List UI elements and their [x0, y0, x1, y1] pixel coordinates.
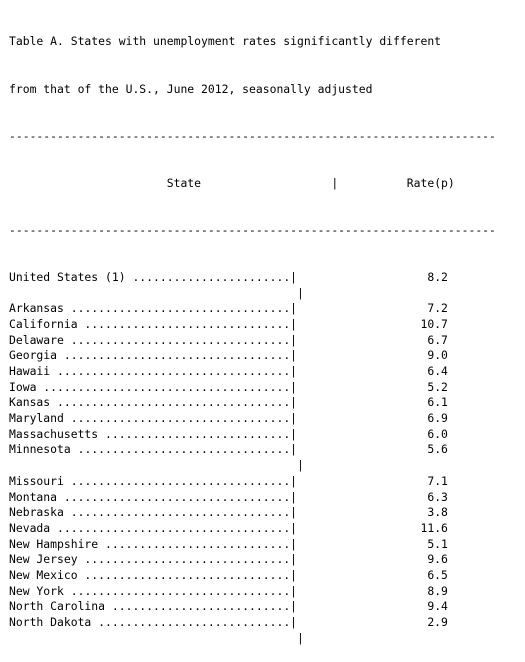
- state-name: New York: [9, 583, 64, 598]
- rate-value: 9.6: [427, 552, 448, 567]
- state-name: New Jersey: [9, 552, 78, 567]
- state-name: New Hampshire: [9, 536, 99, 551]
- state-name: New Mexico: [9, 567, 78, 582]
- rate-value: 11.6: [420, 520, 448, 535]
- table-title-line-2: from that of the U.S., June 2012, season…: [9, 81, 373, 96]
- state-name: California: [9, 316, 78, 331]
- blank-row: |: [9, 285, 304, 300]
- dot-leader: ..............................|: [77, 316, 421, 331]
- table-row: North Carolina .........................…: [9, 599, 496, 615]
- rate-value: 6.7: [427, 332, 448, 347]
- dot-leader: ..................................|: [50, 364, 428, 378]
- state-name: Nevada: [9, 520, 51, 535]
- rate-value: 9.4: [427, 599, 448, 614]
- rate-value: 6.0: [427, 426, 448, 441]
- header-rule: ----------------------------------------…: [9, 222, 496, 237]
- rate-value: 5.2: [427, 379, 448, 394]
- rate-value: 6.9: [427, 411, 448, 426]
- table-row: New York ...............................…: [9, 584, 496, 600]
- table-title-line-1: Table A. States with unemployment rates …: [9, 34, 442, 49]
- table-row: Maryland ...............................…: [9, 411, 496, 427]
- state-name: Georgia: [9, 348, 58, 363]
- state-name: Hawaii: [9, 364, 51, 378]
- state-name: Massachusetts: [9, 426, 99, 441]
- state-name: United States (1): [9, 269, 126, 284]
- table-row: Nebraska ...............................…: [9, 505, 496, 521]
- state-name: Iowa: [9, 379, 37, 394]
- rate-value: 2.9: [427, 615, 448, 629]
- state-name: Maryland: [9, 411, 64, 426]
- rate-value: 6.1: [427, 395, 448, 410]
- table-row: New Jersey .............................…: [9, 552, 496, 568]
- state-name: Minnesota: [9, 442, 71, 457]
- state-name: Montana: [9, 489, 58, 504]
- table-row: North Dakota ...........................…: [9, 615, 496, 631]
- dot-leader: ..........................|: [105, 599, 428, 614]
- table-body: United States (1) ......................…: [9, 270, 496, 647]
- table-row: New Hampshire ..........................…: [9, 537, 496, 553]
- rate-value: 8.2: [427, 269, 448, 284]
- table-row: Kansas .................................…: [9, 395, 496, 411]
- dot-leader: ................................|: [63, 411, 428, 426]
- dot-leader: .................................|: [57, 489, 428, 504]
- table-row: New Mexico .............................…: [9, 568, 496, 584]
- rate-value: 6.4: [427, 364, 448, 378]
- dot-leader: ...........................|: [98, 426, 428, 441]
- rate-value: 8.9: [427, 583, 448, 598]
- table-row: Massachusetts ..........................…: [9, 427, 496, 443]
- header-rate: Rate(p): [406, 175, 455, 190]
- rate-value: 7.1: [427, 473, 448, 488]
- dot-leader: ................................|: [63, 505, 428, 520]
- table-row: Iowa ...................................…: [9, 380, 496, 396]
- blank-row: |: [9, 630, 304, 645]
- rate-value: 7.2: [427, 301, 448, 316]
- table-row: Nevada .................................…: [9, 521, 496, 537]
- table-row: Hawaii .................................…: [9, 364, 496, 380]
- blank-row: |: [9, 458, 304, 473]
- dot-leader: ....................................|: [36, 379, 428, 394]
- top-rule: ----------------------------------------…: [9, 128, 496, 143]
- dot-leader: ............................|: [91, 615, 428, 629]
- rate-value: 10.7: [420, 316, 448, 331]
- dot-leader: .......................|: [125, 269, 428, 284]
- table-row: Arkansas ...............................…: [9, 301, 496, 317]
- table-row: Delaware ...............................…: [9, 333, 496, 349]
- header-state: State: [166, 175, 202, 190]
- table-row: United States (1) ......................…: [9, 270, 496, 286]
- dot-leader: ................................|: [63, 301, 428, 316]
- dot-leader: ................................|: [63, 473, 428, 488]
- state-name: Nebraska: [9, 505, 64, 520]
- dot-leader: .................................|: [57, 348, 428, 363]
- table-row: Montana ................................…: [9, 490, 496, 506]
- state-name: Kansas: [9, 395, 51, 410]
- rate-value: 3.8: [427, 505, 448, 520]
- header-state-pad: [9, 176, 167, 190]
- dot-leader: ..............................|: [77, 552, 428, 567]
- column-header-row: State | Rate(p): [9, 176, 496, 192]
- dot-leader: ..................................|: [50, 520, 421, 535]
- dot-leader: ..............................|: [77, 567, 428, 582]
- state-name: Delaware: [9, 332, 64, 347]
- dot-leader: ..................................|: [50, 395, 428, 410]
- dot-leader: ...............................|: [70, 442, 428, 457]
- dot-leader: ...........................|: [98, 536, 428, 551]
- state-name: Arkansas: [9, 301, 64, 316]
- state-name: Missouri: [9, 473, 64, 488]
- dot-leader: ................................|: [63, 583, 428, 598]
- state-name: North Dakota: [9, 615, 92, 629]
- unemployment-table-document: Table A. States with unemployment rates …: [9, 3, 496, 662]
- table-row: California .............................…: [9, 317, 496, 333]
- dot-leader: ................................|: [63, 332, 428, 347]
- rate-value: 9.0: [427, 348, 448, 363]
- rate-value: 6.3: [427, 489, 448, 504]
- state-name: North Carolina: [9, 599, 106, 614]
- table-row: Missouri ...............................…: [9, 474, 496, 490]
- table-row: Georgia ................................…: [9, 348, 496, 364]
- table-row: Minnesota ..............................…: [9, 442, 496, 458]
- rate-value: 5.1: [427, 536, 448, 551]
- rate-value: 6.5: [427, 567, 448, 582]
- rate-value: 5.6: [427, 442, 448, 457]
